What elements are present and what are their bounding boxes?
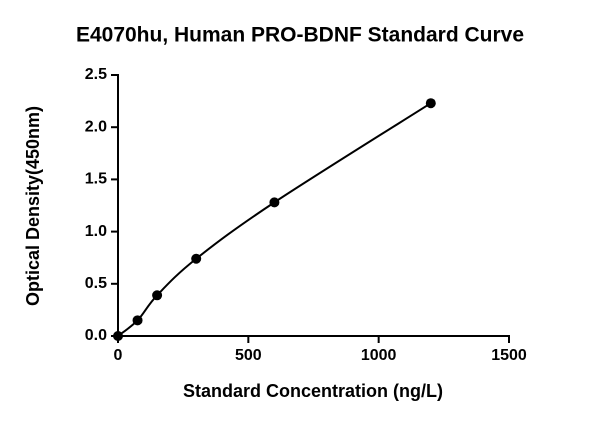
y-tick-label: 1.5 — [85, 171, 107, 188]
y-tick-label: 2.5 — [85, 66, 107, 83]
data-point — [152, 290, 163, 301]
y-tick-label: 1.0 — [85, 223, 107, 240]
data-point — [132, 315, 143, 326]
x-tick-label: 0 — [114, 347, 123, 364]
data-point — [113, 331, 123, 341]
data-point — [191, 253, 202, 264]
y-tick-label: 0.5 — [85, 275, 107, 292]
x-axis-label: Standard Concentration (ng/L) — [183, 381, 443, 401]
chart-title: E4070hu, Human PRO-BDNF Standard Curve — [76, 24, 524, 47]
data-point — [269, 197, 280, 208]
x-tick-label: 1000 — [361, 347, 397, 364]
fit-curve — [117, 102, 432, 337]
x-tick-label: 500 — [235, 347, 262, 364]
x-tick-label: 1500 — [491, 347, 527, 364]
y-tick-label: 0.0 — [85, 327, 107, 344]
data-point — [425, 98, 436, 109]
y-tick-label: 2.0 — [85, 118, 107, 135]
y-axis-label: Optical Density(450nm) — [23, 106, 43, 306]
